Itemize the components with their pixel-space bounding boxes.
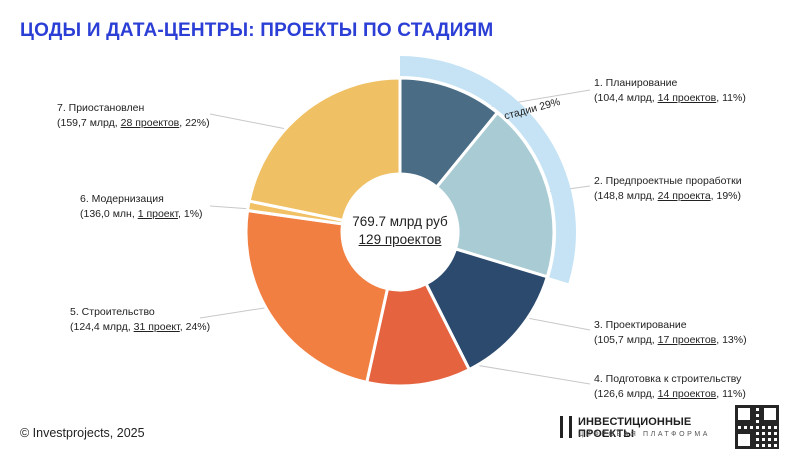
projects-link[interactable]: 31 проект [133,321,180,333]
projects-link[interactable]: 1 проект [137,208,179,220]
label-details: (136,0 млн, 1 проект, 1%) [80,208,203,220]
label-details: (124,4 млрд, 31 проект, 24%) [70,321,211,333]
label-details: (159,7 млрд, 28 проектов, 22%) [57,117,210,129]
page-title: ЦОДЫ И ДАТА-ЦЕНТРЫ: ПРОЕКТЫ ПО СТАДИЯМ [20,20,494,41]
qr-code-icon[interactable] [735,405,779,449]
projects-link[interactable]: 17 проектов [657,334,717,346]
label-name: 2. Предпроектные проработки [594,175,742,187]
early-stage-arc [400,56,576,284]
label-details: (105,7 млрд, 17 проектов, 13%) [594,334,747,346]
label-name: 4. Подготовка к строительству [594,373,742,385]
center-total-value: 769.7 млрд руб [352,214,448,229]
projects-link[interactable]: 14 проектов [657,92,717,104]
projects-link[interactable]: 24 проекта [657,190,711,202]
label-preproject: 2. Предпроектные проработки (148,8 млрд,… [594,174,742,204]
label-suspended: 7. Приостановлен (159,7 млрд, 28 проекто… [57,101,210,131]
label-details: (126,6 млрд, 14 проектов, 11%) [594,388,746,400]
label-details: (104,4 млрд, 14 проектов, 11%) [594,92,746,104]
label-name: 5. Строительство [70,306,155,318]
projects-link[interactable]: 28 проектов [120,117,180,129]
label-name: 3. Проектирование [594,319,687,331]
label-prep-construction: 4. Подготовка к строительству (126,6 млр… [594,372,746,402]
center-total-count: 129 проектов [358,232,442,247]
donut-slices [244,76,556,388]
label-name: 7. Приостановлен [57,102,145,114]
label-modernization: 6. Модернизация (136,0 млн, 1 проект, 1%… [80,192,203,222]
center-total: 769.7 млрд руб 129 проектов [320,213,480,249]
brand-name: ИНВЕСТИЦИОННЫЕ ПРОЕКТЫ [578,416,692,440]
label-name: 6. Модернизация [80,193,164,205]
label-planning: 1. Планирование (104,4 млрд, 14 проектов… [594,76,746,106]
brand-logo: ИНВЕСТИЦИОННЫЕ ПРОЕКТЫ ЦИФРОВАЯ ПЛАТФОРМ… [560,414,730,444]
label-name: 1. Планирование [594,77,678,89]
label-construction: 5. Строительство (124,4 млрд, 31 проект,… [70,305,210,335]
copyright: © Investprojects, 2025 [20,426,145,440]
donut-hole [342,174,458,290]
label-details: (148,8 млрд, 24 проекта, 19%) [594,190,742,202]
label-design: 3. Проектирование (105,7 млрд, 17 проект… [594,318,747,348]
projects-link[interactable]: 14 проектов [657,388,717,400]
brand-mark-icon [560,416,572,438]
brand-subtitle: ЦИФРОВАЯ ПЛАТФОРМА [578,431,711,438]
